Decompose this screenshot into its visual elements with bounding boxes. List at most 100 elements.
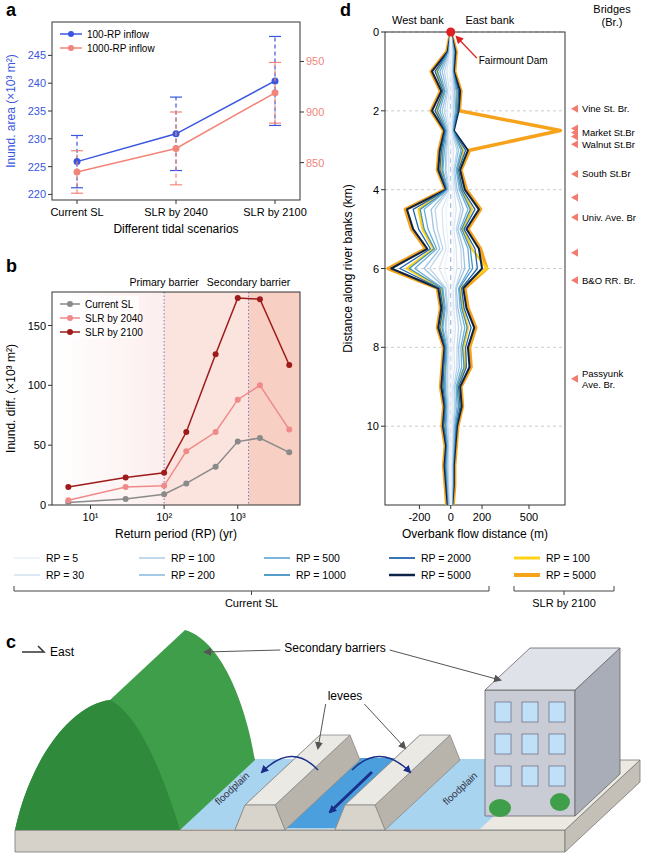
error-cap <box>71 135 83 136</box>
legend-label: Current SL <box>85 299 134 310</box>
y-tick-label: 230 <box>28 133 46 145</box>
series-line <box>68 298 289 487</box>
data-point <box>213 351 219 357</box>
plot-b-marks <box>65 295 292 505</box>
x-tick-label: 10³ <box>230 511 246 523</box>
legend-label: RP = 200 <box>171 569 215 581</box>
y-tick-label: 0 <box>373 26 379 38</box>
y-tick-label: 220 <box>28 188 46 200</box>
window <box>495 766 511 786</box>
bank-curve <box>409 32 450 505</box>
x-axis-title: Return period (RP) (yr) <box>115 527 237 541</box>
bridge-label: Walnut St.Br <box>582 139 635 150</box>
text-line: Ave. Br. <box>582 379 615 390</box>
data-point <box>161 491 167 497</box>
label-arrow <box>205 650 280 652</box>
bank-curve <box>424 32 451 505</box>
window <box>522 734 538 754</box>
x-tick-label: SLR by 2100 <box>243 206 307 218</box>
x-tick <box>529 505 530 509</box>
y-tick <box>381 32 385 33</box>
x-tick-label: 10² <box>156 511 172 523</box>
legend-label: RP = 5000 <box>421 569 471 581</box>
y-tick-label: 150 <box>28 320 46 332</box>
x-tick-label: 10¹ <box>83 511 99 523</box>
x-tick-label: SLR by 2040 <box>144 206 208 218</box>
bridge-label: Market St.Br <box>582 127 635 138</box>
barrier-label: Secondary barriers <box>284 641 385 655</box>
direction-label: East <box>50 645 75 659</box>
text-line: Vine St. Br. <box>582 103 629 114</box>
error-cap <box>170 184 182 185</box>
x-tick <box>77 200 78 204</box>
y-tick <box>48 83 52 84</box>
data-point <box>286 449 292 455</box>
window <box>549 734 565 754</box>
label-arrow <box>318 704 326 748</box>
bridge-label: PassyunkAve. Br. <box>582 368 623 390</box>
text-line: Univ. Ave. Br <box>582 212 636 223</box>
direction-arrow <box>22 646 44 652</box>
data-point <box>235 397 241 403</box>
text-line: (Br.) <box>602 16 623 28</box>
legend-label: SLR by 2040 <box>85 313 143 324</box>
bank-curve <box>451 32 454 505</box>
bank-curve <box>415 32 451 505</box>
bridge-marker <box>571 132 578 140</box>
bush <box>550 793 570 811</box>
bridge-marker <box>571 276 578 284</box>
diagram: floodplainfloodplainSecondary barriersle… <box>15 630 640 852</box>
x-tick <box>237 505 238 509</box>
bridge-label: Univ. Ave. Br <box>582 212 636 223</box>
grid-line <box>385 268 565 269</box>
figure: a220225230235240245850900950Current SLSL… <box>0 0 649 866</box>
label-arrow <box>390 650 500 680</box>
bridge-label: B&O RR. Br. <box>582 275 635 286</box>
grid-line <box>385 347 565 348</box>
grid-line <box>385 189 565 190</box>
bridge-marker <box>571 170 578 178</box>
data-point <box>74 168 81 175</box>
bridge-marker <box>571 140 578 148</box>
data-point <box>183 429 189 435</box>
bank-curve <box>451 32 478 505</box>
bank-curve <box>451 32 465 505</box>
bank-curve <box>451 32 482 505</box>
window <box>495 734 511 754</box>
y-axis-title: Inund. area (×10³ m²) <box>4 54 18 168</box>
y-tick <box>48 111 52 112</box>
bridge-marker <box>571 105 578 113</box>
building-front <box>485 690 575 816</box>
series-line <box>68 385 289 500</box>
bank-curve <box>451 32 457 505</box>
y-tick <box>48 55 52 56</box>
barrier-line <box>248 292 249 505</box>
legend-brace <box>514 586 614 595</box>
bridge-label: Vine St. Br. <box>582 103 629 114</box>
bank-curve <box>451 32 470 505</box>
legend-swatch <box>514 557 540 560</box>
error-cap <box>269 36 281 37</box>
y-tick-label: 240 <box>28 77 46 89</box>
data-point <box>286 427 292 433</box>
bank-curve <box>439 32 451 505</box>
y-tick-label: 245 <box>28 49 46 61</box>
y-tick <box>48 445 52 446</box>
data-point <box>65 484 71 490</box>
grid-line <box>385 426 565 427</box>
data-point <box>235 439 241 445</box>
plot-frame <box>52 22 300 200</box>
legend-swatch <box>389 574 415 577</box>
y-tick <box>48 325 52 326</box>
legend-label: RP = 5000 <box>546 569 596 581</box>
grid-line <box>385 110 565 111</box>
legend-swatch <box>68 45 74 51</box>
bridge-marker <box>571 194 578 202</box>
bush <box>489 799 511 817</box>
x-tick <box>275 200 276 204</box>
legend-label: RP = 100 <box>546 552 590 564</box>
error-cap <box>170 96 182 97</box>
x-tick-label: 200 <box>473 511 491 523</box>
dam-marker <box>446 28 455 37</box>
legend-swatch <box>139 574 165 576</box>
